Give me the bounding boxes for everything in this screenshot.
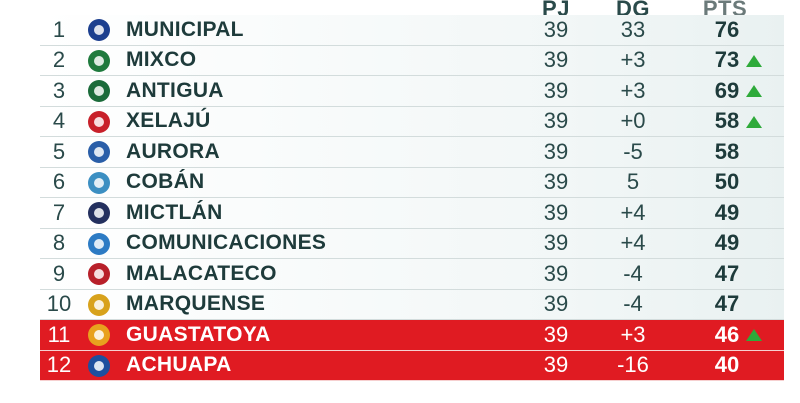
team-crest-icon: [88, 110, 110, 133]
team-name: ACHUAPA: [126, 353, 232, 377]
table-row: 11 GUASTATOYA 39 +3 46: [40, 320, 784, 351]
points: 46: [714, 321, 740, 347]
team-crest-icon: [88, 80, 110, 102]
games-played: 39: [543, 352, 569, 378]
table-row: 12 ACHUAPA 39 -16 40: [40, 350, 784, 381]
team-name: COMUNICACIONES: [126, 231, 327, 255]
team-name: GUASTATOYA: [126, 322, 271, 346]
points: 40: [714, 352, 740, 378]
table-row: 6 COBÁN 39 5 50: [40, 167, 784, 198]
games-played: 39: [543, 108, 569, 134]
standings-table: 1 MUNICIPAL 39 33 76 2 MIXCO 39 +3 73 3 ANTIGUA 39 +3…: [40, 15, 784, 381]
trend-up-icon: [746, 54, 762, 67]
trend-up-icon: [746, 85, 762, 97]
team-crest-icon: [88, 141, 110, 163]
position-number: 1: [52, 16, 66, 42]
games-played: 39: [543, 321, 569, 347]
games-played: 39: [543, 16, 569, 42]
trend-up-icon: [746, 329, 762, 341]
games-played: 39: [543, 199, 569, 225]
points: 69: [714, 77, 740, 103]
table-row: 9 MALACATECO 39 -4 47: [40, 259, 784, 290]
team-crest-icon: [88, 293, 110, 316]
goal-difference: -4: [623, 291, 643, 317]
goal-difference: +0: [620, 108, 646, 134]
position-number: 10: [46, 291, 72, 317]
team-name: MICTLÁN: [126, 200, 223, 224]
points: 47: [714, 260, 740, 286]
games-played: 39: [543, 260, 569, 286]
table-row: 1 MUNICIPAL 39 33 76: [40, 15, 784, 46]
position-number: 8: [52, 230, 66, 256]
position-number: 11: [47, 321, 71, 347]
position-number: 9: [52, 260, 66, 286]
team-name: XELAJÚ: [126, 109, 211, 133]
team-crest-icon: [88, 19, 110, 41]
points: 73: [714, 47, 740, 73]
games-played: 39: [543, 291, 569, 317]
team-name: MUNICIPAL: [126, 17, 244, 41]
team-crest-icon: [88, 232, 110, 255]
points: 49: [714, 199, 740, 225]
table-row: 5 AURORA 39 -5 58: [40, 137, 784, 168]
goal-difference: +3: [620, 47, 646, 73]
team-name: COBÁN: [126, 170, 205, 194]
goal-difference: +3: [620, 77, 646, 103]
table-row: 7 MICTLÁN 39 +4 49: [40, 198, 784, 229]
team-name: MIXCO: [126, 48, 197, 72]
goal-difference: +3: [620, 321, 646, 347]
team-name: ANTIGUA: [126, 78, 224, 102]
games-played: 39: [543, 169, 569, 195]
goal-difference: -16: [617, 352, 649, 378]
table-row: 8 COMUNICACIONES 39 +4 49: [40, 228, 784, 259]
position-number: 12: [46, 352, 72, 378]
team-crest-icon: [88, 354, 110, 377]
games-played: 39: [543, 138, 569, 164]
table-row: 3 ANTIGUA 39 +3 69: [40, 76, 784, 107]
games-played: 39: [543, 230, 569, 256]
position-number: 4: [52, 108, 66, 134]
team-name: MARQUENSE: [126, 292, 266, 316]
goal-difference: 33: [620, 16, 646, 42]
position-number: 2: [52, 47, 66, 73]
position-number: 3: [52, 77, 66, 103]
position-number: 5: [52, 138, 66, 164]
team-crest-icon: [88, 324, 110, 346]
trend-up-icon: [746, 115, 762, 128]
goal-difference: -5: [623, 138, 643, 164]
goal-difference: +4: [620, 199, 646, 225]
table-row: 4 XELAJÚ 39 +0 58: [40, 106, 784, 137]
goal-difference: +4: [620, 230, 646, 256]
team-crest-icon: [88, 49, 110, 72]
points: 58: [714, 108, 740, 134]
points: 47: [714, 291, 740, 317]
team-name: MALACATECO: [126, 261, 277, 285]
team-crest-icon: [88, 171, 110, 194]
table-row: 10 MARQUENSE 39 -4 47: [40, 289, 784, 320]
position-number: 6: [52, 169, 66, 195]
goal-difference: -4: [623, 260, 643, 286]
points: 50: [714, 169, 740, 195]
points: 49: [714, 230, 740, 256]
team-crest-icon: [88, 263, 110, 285]
team-crest-icon: [88, 202, 110, 224]
points: 76: [714, 16, 740, 42]
games-played: 39: [543, 47, 569, 73]
position-number: 7: [52, 199, 66, 225]
team-name: AURORA: [126, 139, 220, 163]
points: 58: [714, 138, 740, 164]
games-played: 39: [543, 77, 569, 103]
table-row: 2 MIXCO 39 +3 73: [40, 45, 784, 76]
goal-difference: 5: [626, 169, 640, 195]
